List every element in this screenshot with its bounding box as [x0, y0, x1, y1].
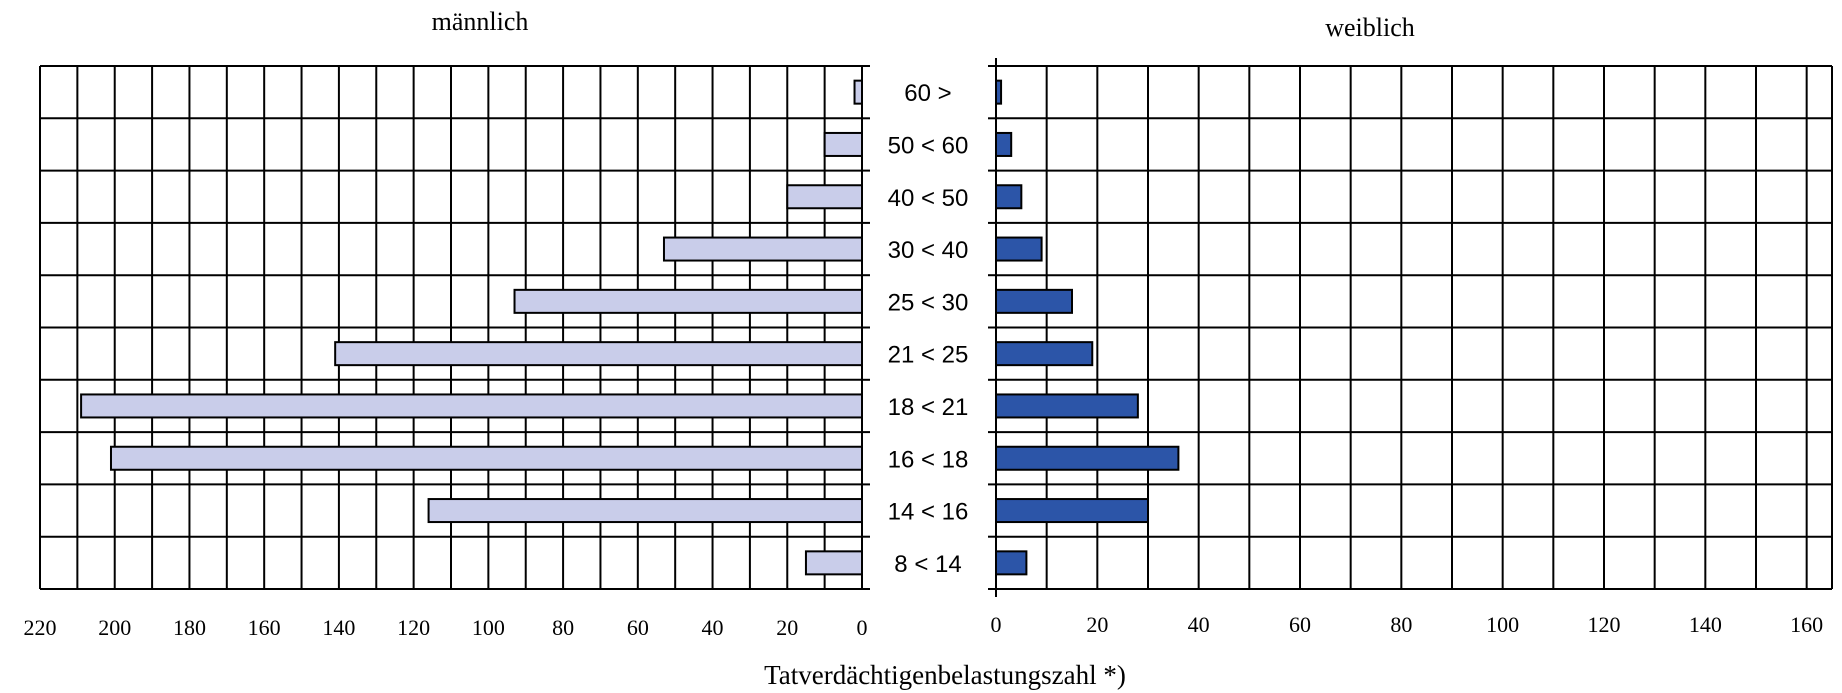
category-label: 25 < 30: [888, 289, 969, 316]
left-tick-label: 20: [776, 615, 798, 640]
male-bar: [80, 393, 864, 419]
male-bar: [334, 341, 863, 367]
right-panel-bars: [995, 79, 1180, 576]
category-label: 50 < 60: [888, 132, 969, 159]
female-bar: [995, 131, 1013, 157]
female-bar: [995, 498, 1149, 524]
right-tick-label: 60: [1289, 612, 1311, 637]
female-bar: [995, 184, 1023, 210]
female-bar: [995, 79, 1003, 105]
left-tick-label: 220: [24, 615, 57, 640]
female-bar: [995, 445, 1180, 471]
left-tick-label: 160: [248, 615, 281, 640]
category-label: 21 < 25: [888, 342, 969, 369]
male-bar: [804, 550, 863, 576]
right-tick-label: 140: [1689, 612, 1722, 637]
female-bar: [995, 236, 1043, 262]
right-tick-label: 40: [1188, 612, 1210, 637]
male-bar: [109, 445, 863, 471]
male-bar: [513, 288, 863, 314]
left-panel-title: männlich: [432, 7, 529, 36]
category-label: 14 < 16: [888, 499, 969, 526]
left-tick-label: 120: [397, 615, 430, 640]
left-panel-bars: [80, 79, 864, 576]
female-bar: [995, 393, 1139, 419]
male-bar: [427, 498, 863, 524]
left-tick-label: 100: [472, 615, 505, 640]
left-tick-label: 80: [552, 615, 574, 640]
female-bar: [995, 550, 1028, 576]
male-bar: [662, 236, 863, 262]
male-bar: [823, 131, 863, 157]
category-label: 18 < 21: [888, 394, 969, 421]
category-label: 8 < 14: [894, 551, 961, 578]
left-axis-tick-labels: 0 20 40 60 80 100 120 140 160 180 200 220: [24, 615, 868, 640]
left-tick-label: 40: [702, 615, 724, 640]
right-panel-title: weiblich: [1325, 13, 1415, 42]
left-tick-label: 180: [173, 615, 206, 640]
category-label: 60 >: [904, 80, 951, 107]
category-label: 40 < 50: [888, 185, 969, 212]
right-tick-label: 20: [1086, 612, 1108, 637]
right-tick-label: 0: [991, 612, 1002, 637]
female-bar: [995, 341, 1094, 367]
male-bar: [786, 184, 863, 210]
category-labels: 60 > 50 < 60 40 < 50 30 < 40 25 < 30 21 < 25 1…: [888, 80, 969, 578]
category-label: 16 < 18: [888, 446, 969, 473]
right-tick-label: 120: [1588, 612, 1621, 637]
x-axis-title: Tatverdächtigenbelastungszahl *): [764, 660, 1126, 690]
category-label: 30 < 40: [888, 237, 969, 264]
left-tick-label: 0: [857, 615, 868, 640]
male-bar: [853, 79, 864, 105]
left-tick-label: 60: [627, 615, 649, 640]
right-tick-label: 160: [1790, 612, 1823, 637]
left-tick-label: 200: [98, 615, 131, 640]
left-tick-label: 140: [322, 615, 355, 640]
right-tick-label: 100: [1486, 612, 1519, 637]
right-tick-label: 80: [1390, 612, 1412, 637]
right-axis-tick-labels: 0 20 40 60 80 100 120 140 160: [991, 612, 1824, 637]
female-bar: [995, 288, 1073, 314]
